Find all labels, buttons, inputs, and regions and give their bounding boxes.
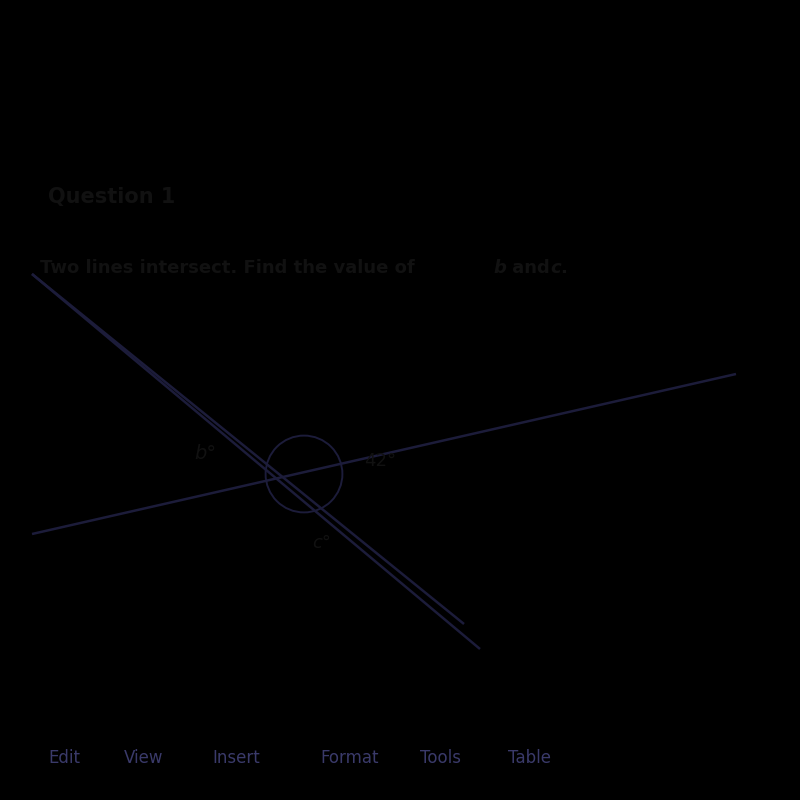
- Text: .: .: [560, 259, 567, 277]
- Text: b: b: [494, 259, 506, 277]
- Text: 42°: 42°: [364, 453, 396, 470]
- Text: Format: Format: [320, 749, 378, 767]
- Text: c: c: [550, 259, 561, 277]
- Text: View: View: [124, 749, 163, 767]
- Text: b°: b°: [194, 445, 216, 463]
- Text: Question 1: Question 1: [48, 187, 175, 207]
- Text: Two lines intersect. Find the value of: Two lines intersect. Find the value of: [40, 259, 421, 277]
- Text: Insert: Insert: [212, 749, 260, 767]
- Text: Edit: Edit: [48, 749, 80, 767]
- Text: c°: c°: [312, 534, 331, 552]
- Text: Tools: Tools: [420, 749, 461, 767]
- Text: Table: Table: [508, 749, 551, 767]
- Text: and: and: [506, 259, 555, 277]
